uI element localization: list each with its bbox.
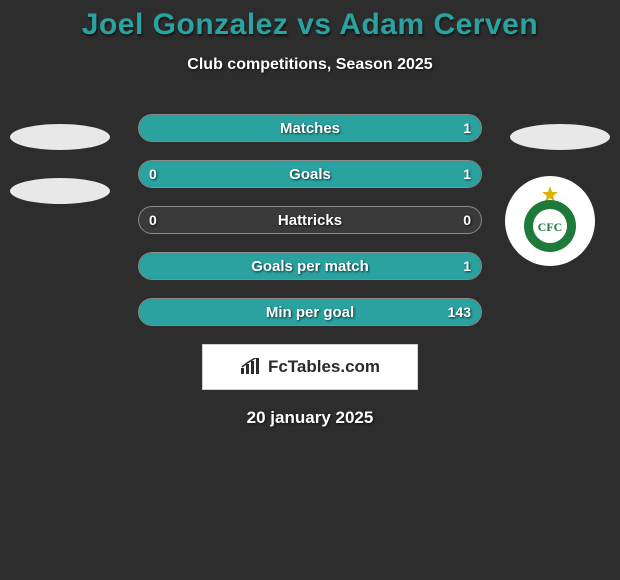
stat-row: 0Hattricks0 [138,206,482,234]
stat-value-right: 1 [463,161,471,187]
svg-text:CFC: CFC [538,220,563,234]
club-crest-icon: CFC [513,184,587,258]
club-badge: CFC [505,176,595,266]
stat-label: Hattricks [139,207,481,233]
player-badge-placeholder [10,178,110,204]
player-badge-placeholder [510,124,610,150]
stat-row: Goals per match1 [138,252,482,280]
branding-text: FcTables.com [268,357,380,377]
stat-label: Goals [139,161,481,187]
date-label: 20 january 2025 [0,408,620,428]
stat-value-right: 1 [463,115,471,141]
stats-container: Matches10Goals10Hattricks0Goals per matc… [138,114,482,326]
page-title: Joel Gonzalez vs Adam Cerven [0,0,620,42]
stat-value-right: 143 [448,299,471,325]
stat-row: 0Goals1 [138,160,482,188]
stat-label: Goals per match [139,253,481,279]
stat-value-right: 0 [463,207,471,233]
branding-box: FcTables.com [202,344,418,390]
bar-chart-icon [240,358,262,376]
subtitle: Club competitions, Season 2025 [0,56,620,74]
stat-row: Matches1 [138,114,482,142]
stat-label: Matches [139,115,481,141]
stat-value-right: 1 [463,253,471,279]
stat-row: Min per goal143 [138,298,482,326]
player-badge-placeholder [10,124,110,150]
stat-label: Min per goal [139,299,481,325]
